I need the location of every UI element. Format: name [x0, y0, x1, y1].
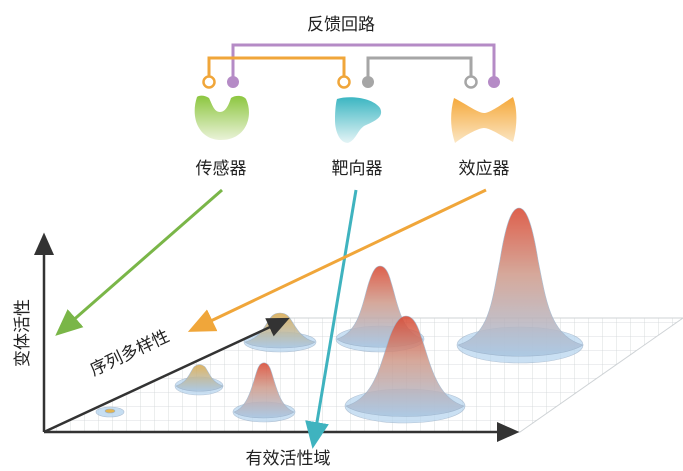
diag-axis-label: 序列多样性 [87, 326, 172, 380]
diag-axis [43, 317, 290, 434]
y-axis-label: 变体活性 [13, 299, 33, 367]
effector-shape-icon [451, 97, 517, 143]
loop-node-filled-purple [227, 76, 239, 88]
peak-large [457, 207, 584, 357]
loop-orange [207, 56, 346, 78]
loop-purple [231, 43, 496, 78]
peak-mid-front [345, 315, 465, 417]
diagram-title: 反馈回路 [307, 15, 375, 35]
targeter-arrow [305, 189, 358, 449]
sensor-label: 传感器 [196, 159, 247, 179]
effector-arrow [187, 188, 487, 332]
axes [34, 232, 520, 442]
activity-peaks [95, 207, 584, 424]
loop-node-filled-gray [362, 76, 374, 88]
mapping-arrows [55, 188, 487, 449]
loop-gray [366, 56, 473, 78]
x-axis-label: 有效活性域 [246, 449, 331, 469]
feedback-loops [207, 43, 496, 78]
loop-node-hollow-orange-2 [337, 75, 351, 89]
targeter-shape-icon [335, 97, 382, 143]
peak-small-front [233, 362, 295, 419]
effector-label: 效应器 [459, 159, 510, 179]
sensor-shape-icon [194, 95, 249, 140]
peak-flat-dot [104, 408, 116, 414]
loop-node-filled-purple-2 [488, 76, 500, 88]
loop-node-hollow-orange [202, 75, 216, 89]
sensor-arrow [55, 188, 223, 336]
loop-node-hollow-gray [464, 75, 478, 89]
targeter-label: 靶向器 [332, 159, 383, 179]
loop-nodes [202, 75, 500, 89]
peak-tiny [175, 364, 224, 392]
